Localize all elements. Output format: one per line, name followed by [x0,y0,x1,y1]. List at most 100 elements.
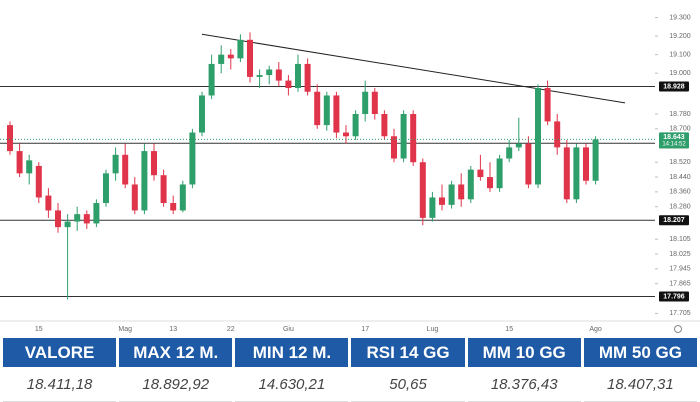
candle-body [151,151,157,176]
candle-body [563,147,570,200]
candle-body [343,132,349,137]
candle-body [160,175,167,204]
candle-body [573,147,580,200]
candle-body [429,197,436,218]
candle-body [419,162,426,218]
candle-body [285,80,292,89]
candle-body [381,114,388,137]
candle-body [314,91,321,126]
candle-body [400,114,407,159]
y-tick-label: 18.105 [669,236,691,243]
candle-body [506,147,513,159]
settings-icon[interactable] [674,325,682,333]
value-cell: 18.411,18 [3,367,117,402]
candle-body [93,203,100,224]
x-tick-label: Lug [427,326,439,333]
candle-body [477,169,484,178]
candle-body [544,88,551,122]
candle-body [554,121,561,148]
y-tick-label: 19.100 [669,51,691,58]
candle-body [275,69,282,81]
x-tick-label: 15 [35,326,43,333]
header-cell: VALORE [3,338,117,367]
y-tick-label: 18.360 [669,189,691,196]
y-tick-label: 18.025 [669,251,691,258]
last-price-tag [659,132,689,149]
header-cell: MM 50 GG [583,338,697,367]
candle-body [64,221,71,228]
candle-body [371,91,378,114]
candle-body [74,214,81,222]
y-tick-label: 18.520 [669,159,691,166]
header-cell: MM 10 GG [467,338,581,367]
price-tag-label: 18.928 [663,83,685,90]
y-tick-label: 19.000 [669,70,691,77]
candle-body [122,154,129,185]
x-tick-label: 13 [169,326,177,333]
candle-body [487,177,493,189]
candle-body [103,173,109,204]
candle-body [7,125,13,152]
candle-body [496,158,503,189]
candle-body [535,88,541,185]
candle-body [295,63,301,89]
candle-body [237,39,244,59]
table-row: 18.411,18 18.892,92 14.630,21 50,65 18.376,4… [3,367,697,402]
stats-table: VALORE MAX 12 M. MIN 12 M. RSI 14 GG MM 10 G… [0,338,700,402]
candle-body [410,114,417,163]
header-cell: RSI 14 GG [351,338,465,367]
candle-body [515,143,522,148]
candle-body [131,184,138,211]
x-tick-label: Mag [118,326,132,333]
candle-body [26,160,33,174]
candle-body [179,184,186,211]
candle-body [323,95,330,126]
value-cell: 18.376,43 [467,367,581,402]
candle-body [304,63,311,92]
price-tag-label: 17.796 [663,293,685,300]
candle-body [583,147,589,181]
candle-body [199,95,205,133]
candle-body [439,197,445,205]
candle-body [458,184,465,200]
candle-body [45,195,52,211]
candle-body [352,114,359,137]
x-tick-label: Giu [283,326,294,333]
candle-body [256,75,263,77]
x-tick-label: 22 [227,326,235,333]
header-cell: MIN 12 M. [235,338,349,367]
y-tick-label: 19.200 [669,33,691,40]
candle-body [189,132,196,185]
candle-body [218,54,225,64]
y-tick-label: 19.300 [669,14,691,21]
candle-body [227,54,234,59]
y-tick-label: 17.865 [669,281,691,288]
price-tag [659,81,689,92]
y-tick-label: 18.440 [669,174,691,181]
value-cell: 18.892,92 [119,367,233,402]
candle-body [525,143,532,185]
y-tick-label: 18.780 [669,111,691,118]
header-cell: MAX 12 M. [119,338,233,367]
candle-body [333,95,340,133]
candle-body [467,169,474,200]
price-tag [659,215,689,226]
candle-body [141,151,148,211]
price-tag-label: 18.207 [663,217,685,224]
trend-line [201,33,626,104]
value-cell: 50,65 [351,367,465,402]
y-tick-label: 17.945 [669,266,691,273]
candle-body [266,69,273,76]
table-header: VALORE MAX 12 M. MIN 12 M. RSI 14 GG MM 10 G… [3,338,697,367]
x-tick-label: 17 [361,326,369,333]
candle-body [448,184,455,205]
price-tag [659,291,689,302]
candle-body [55,210,61,228]
value-cell: 14.630,21 [235,367,349,402]
value-cell: 18.407,31 [583,367,697,402]
candle-body [112,154,119,174]
chart: 19.300 19.200 19.100 19.000 18.780 18.700 18.5… [0,14,700,333]
candle-body [592,139,599,181]
candle-body [16,151,23,174]
